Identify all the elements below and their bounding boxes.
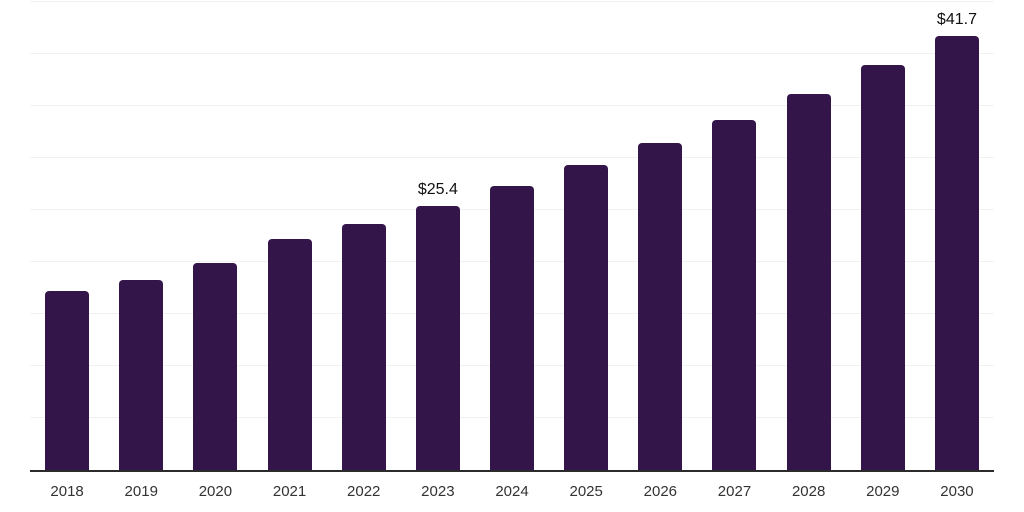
x-tick-label-2025: 2025 [569, 483, 603, 500]
bar-value-label-2030: $41.7 [936, 11, 977, 29]
gridline-45 [30, 1, 994, 2]
bar-column-2026 [623, 0, 697, 470]
bar-column-2025 [549, 0, 623, 470]
bar-column-2023: $25.4 [401, 0, 475, 470]
bar-column-2019 [104, 0, 178, 470]
x-tick-label-2027: 2027 [717, 483, 752, 500]
bar-2021[interactable] [267, 239, 312, 470]
x-axis-tick-labels: 2018 2019 2020 2021 2022 2023 2024 2025 2026 2027… [30, 472, 994, 512]
bar-2020[interactable] [193, 263, 238, 470]
bar-2027[interactable] [712, 119, 757, 470]
x-tick-label-2029: 2029 [866, 483, 900, 500]
bar-2025[interactable] [564, 165, 609, 470]
x-tick-label-2028: 2028 [791, 483, 826, 500]
gridline-40 [30, 53, 994, 54]
gridline-30 [30, 157, 994, 158]
x-tick-label-2023: 2023 [421, 483, 455, 500]
bar-column-2030: $41.7 [920, 0, 994, 470]
bar-column-2024 [475, 0, 549, 470]
x-tick-label-2022: 2022 [347, 483, 381, 500]
x-tick-label-2026: 2026 [643, 483, 678, 500]
x-tick-label-2020: 2020 [198, 483, 233, 500]
bar-2024[interactable] [490, 186, 535, 470]
bar-2022[interactable] [341, 223, 386, 470]
plot-area: $25.4 $41.7 [30, 0, 994, 472]
bars-row: $25.4 $41.7 [30, 0, 994, 470]
bar-column-2027 [697, 0, 771, 470]
bar-2029[interactable] [860, 65, 905, 470]
bar-2026[interactable] [638, 143, 683, 470]
x-tick-label-2024: 2024 [495, 483, 529, 500]
bar-2018[interactable] [45, 291, 90, 470]
bar-column-2028 [772, 0, 846, 470]
x-tick-label-2019: 2019 [124, 483, 158, 500]
bar-value-label-2023: $25.4 [417, 180, 458, 198]
gridline-35 [30, 105, 994, 106]
bar-column-2018 [30, 0, 104, 470]
bar-column-2029 [846, 0, 920, 470]
bar-column-2022 [327, 0, 401, 470]
x-tick-label-2021: 2021 [272, 483, 307, 500]
x-tick-label-2030: 2030 [940, 483, 974, 500]
x-tick-label-2018: 2018 [50, 483, 84, 500]
bar-2019[interactable] [119, 279, 164, 470]
bar-column-2021 [252, 0, 326, 470]
bar-2028[interactable] [786, 93, 831, 470]
bar-2023[interactable] [415, 205, 460, 470]
bar-column-2020 [178, 0, 252, 470]
bar-2030[interactable] [934, 36, 979, 470]
